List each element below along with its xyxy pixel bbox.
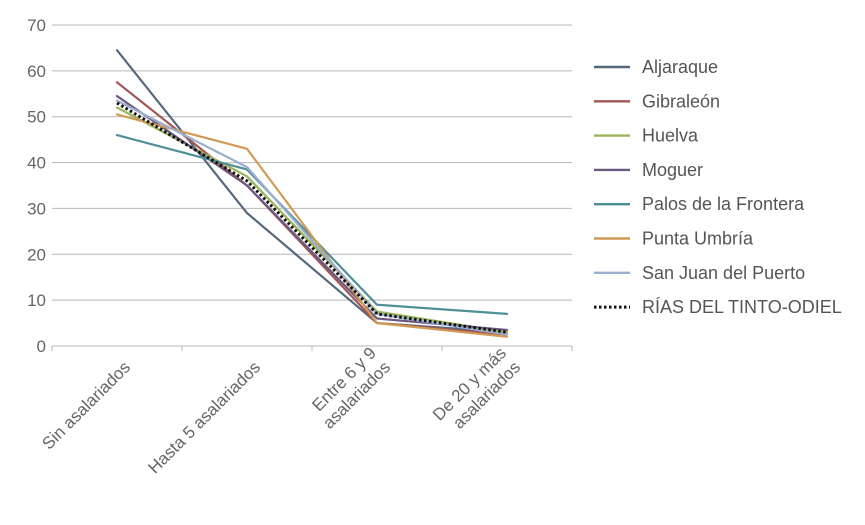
legend-label: Palos de la Frontera — [642, 194, 805, 214]
y-tick-label: 0 — [37, 337, 46, 356]
legend-label: Aljaraque — [642, 57, 718, 77]
y-tick-label: 10 — [27, 291, 46, 310]
legend: Aljaraque Gibraleón Huelva Moguer Palos de l… — [594, 57, 842, 317]
y-axis-ticks: 0 10 20 30 40 50 60 70 — [27, 16, 46, 356]
legend-label: Punta Umbría — [642, 229, 754, 249]
y-tick-label: 70 — [27, 16, 46, 35]
series-line-2 — [115, 106, 509, 334]
legend-label: RÍAS DEL TINTO-ODIEL — [642, 297, 842, 317]
x-tick-label: Sin asalariados — [38, 358, 134, 454]
legend-label: Gibraleón — [642, 91, 720, 111]
series-line-4 — [115, 133, 509, 315]
x-tick-label-group: Hasta 5 asalariados — [144, 358, 264, 478]
series-line-7 — [116, 101, 508, 334]
y-tick-label: 20 — [27, 245, 46, 264]
y-tick-label: 60 — [27, 62, 46, 81]
y-tick-label: 40 — [27, 154, 46, 173]
series-layer — [115, 49, 509, 338]
legend-label: Moguer — [642, 160, 703, 180]
series-line-5 — [115, 113, 509, 338]
grid-layer — [51, 24, 573, 351]
x-axis-ticks: Sin asalariados Hasta 5 asalariados Entre … — [38, 343, 524, 477]
legend-label: Huelva — [642, 126, 699, 146]
legend-label: San Juan del Puerto — [642, 263, 805, 283]
y-tick-label: 30 — [27, 199, 46, 218]
x-tick-label-group: Sin asalariados — [38, 358, 134, 454]
x-tick-label: Hasta 5 asalariados — [144, 358, 264, 478]
series-line-6 — [115, 99, 509, 336]
y-tick-label: 50 — [27, 108, 46, 127]
series-line-0 — [115, 49, 509, 334]
